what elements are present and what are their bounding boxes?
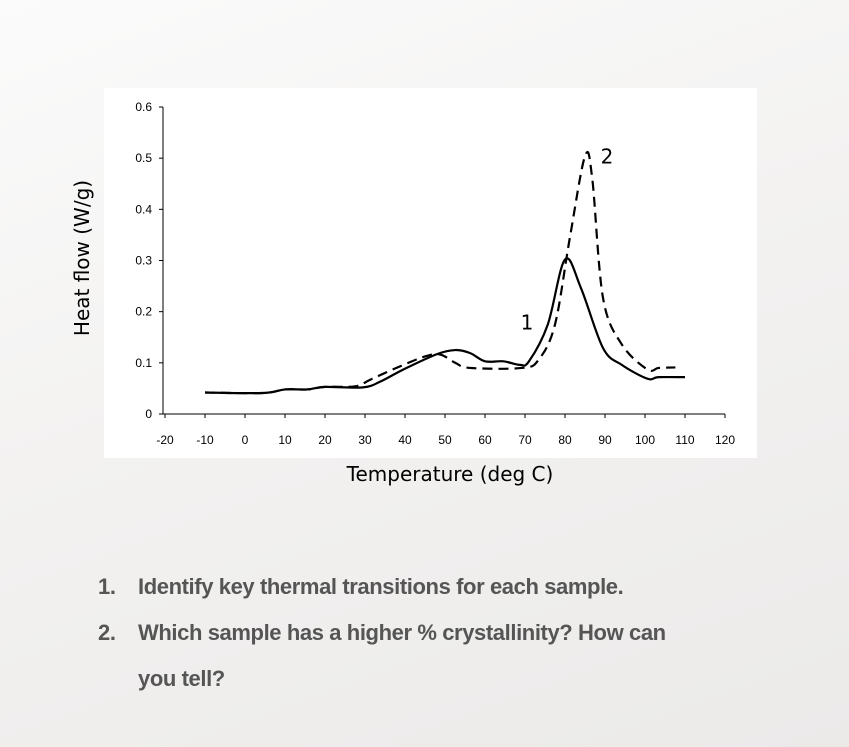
x-tick-label: 100 bbox=[635, 433, 655, 447]
x-tick-label: 120 bbox=[715, 433, 735, 447]
series-1-line bbox=[204, 257, 686, 395]
question-text-continued: you tell? bbox=[138, 666, 225, 691]
x-tick-label: 110 bbox=[675, 433, 694, 447]
y-tick-label: 0.6 bbox=[135, 100, 152, 114]
curve-label-1: 1 bbox=[521, 311, 534, 335]
x-tick-label: 40 bbox=[398, 433, 412, 447]
y-axis-label: Heat flow (W/g) bbox=[70, 179, 94, 337]
chart-panel bbox=[104, 88, 757, 458]
series-2-line bbox=[204, 150, 676, 395]
question-text: Which sample has a higher % crystallinit… bbox=[138, 620, 666, 645]
y-tick-label: 0.2 bbox=[135, 305, 152, 319]
x-tick-label: -20 bbox=[156, 433, 174, 447]
y-tick-label: 0 bbox=[145, 407, 152, 421]
x-tick-label: 60 bbox=[478, 433, 492, 447]
x-tick-label: 30 bbox=[358, 433, 372, 447]
x-tick-label: 70 bbox=[518, 433, 532, 447]
question-number: 1. bbox=[98, 574, 116, 599]
y-tick-label: 0.5 bbox=[135, 151, 152, 165]
x-tick-label: -10 bbox=[196, 433, 214, 447]
y-tick-label: 0.1 bbox=[135, 356, 152, 370]
curve-label-2: 2 bbox=[601, 144, 614, 168]
x-tick-label: 20 bbox=[318, 433, 332, 447]
y-tick-label: 0.4 bbox=[135, 202, 152, 216]
x-tick-label: 10 bbox=[278, 433, 292, 447]
x-tick-label: 90 bbox=[598, 433, 612, 447]
y-tick-label: 0.3 bbox=[135, 254, 152, 268]
x-tick-label: 80 bbox=[558, 433, 572, 447]
x-tick-label: 50 bbox=[438, 433, 452, 447]
x-tick-label: 0 bbox=[242, 433, 249, 447]
x-axis-label: Temperature (deg C) bbox=[346, 462, 554, 486]
question-number: 2. bbox=[98, 620, 116, 645]
question-text: Identify key thermal transitions for eac… bbox=[138, 574, 624, 599]
